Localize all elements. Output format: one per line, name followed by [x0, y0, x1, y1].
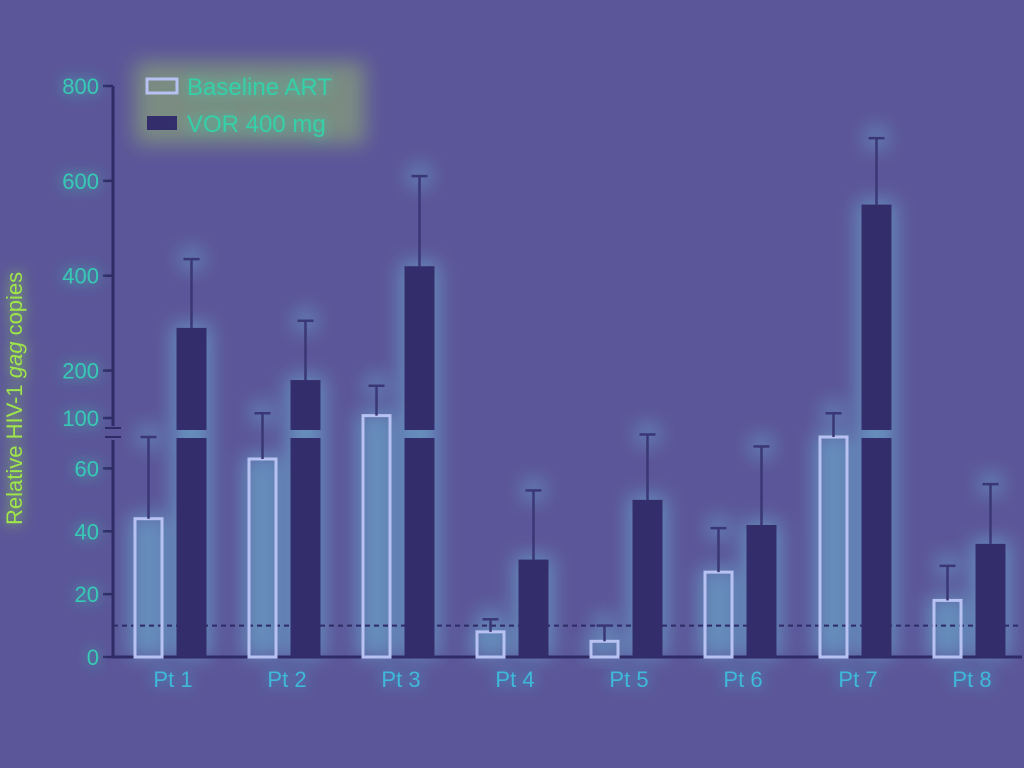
- bar-vor-400mg: [404, 438, 435, 657]
- y-axis-label: Relative HIV-1 gag copies: [2, 272, 27, 525]
- bar-vor-400mg: [176, 438, 207, 657]
- legend-label-baseline-art: Baseline ART: [187, 74, 332, 101]
- category-label: Pt 7: [838, 667, 877, 692]
- legend-glow: [135, 62, 365, 144]
- y-tick-label: 40: [75, 519, 99, 544]
- bar-vor-400mg: [975, 543, 1006, 657]
- category-label: Pt 2: [267, 667, 306, 692]
- bar-vor-400mg: [746, 525, 777, 657]
- bar-vor-400mg: [632, 499, 663, 657]
- bar-vor-400mg: [290, 438, 321, 657]
- y-tick-label: 60: [75, 456, 99, 481]
- y-tick-label: 100: [62, 406, 99, 431]
- bar-vor-400mg: [176, 327, 207, 430]
- y-tick-label: 400: [62, 264, 99, 289]
- legend-swatch-vor-400mg: [147, 116, 177, 130]
- category-label: Pt 1: [153, 667, 192, 692]
- category-label: Pt 4: [495, 667, 534, 692]
- y-tick-label: 20: [75, 582, 99, 607]
- plot-area: 0 20 40 60 100 200 400 600 800 Pt 1 Pt 2 Pt 3 Pt 4 Pt…: [2, 74, 1022, 692]
- category-label: Pt 6: [723, 667, 762, 692]
- bar-vor-400mg: [290, 380, 321, 430]
- category-label: Pt 3: [381, 667, 420, 692]
- y-tick-label: 600: [62, 169, 99, 194]
- legend-swatch-baseline-art: [145, 77, 179, 95]
- legend-label-vor-400mg: VOR 400 mg: [187, 111, 326, 138]
- y-tick-label: 200: [62, 359, 99, 384]
- bar-vor-400mg: [404, 266, 435, 430]
- category-label: Pt 8: [952, 667, 991, 692]
- y-tick-label: 0: [87, 645, 99, 670]
- y-tick-label: 800: [62, 74, 99, 99]
- category-label: Pt 5: [609, 667, 648, 692]
- bar-vor-400mg: [861, 438, 892, 657]
- legend: Baseline ART VOR 400 mg: [145, 74, 332, 138]
- bar-vor-400mg: [861, 204, 892, 430]
- bar-vor-400mg: [518, 559, 549, 657]
